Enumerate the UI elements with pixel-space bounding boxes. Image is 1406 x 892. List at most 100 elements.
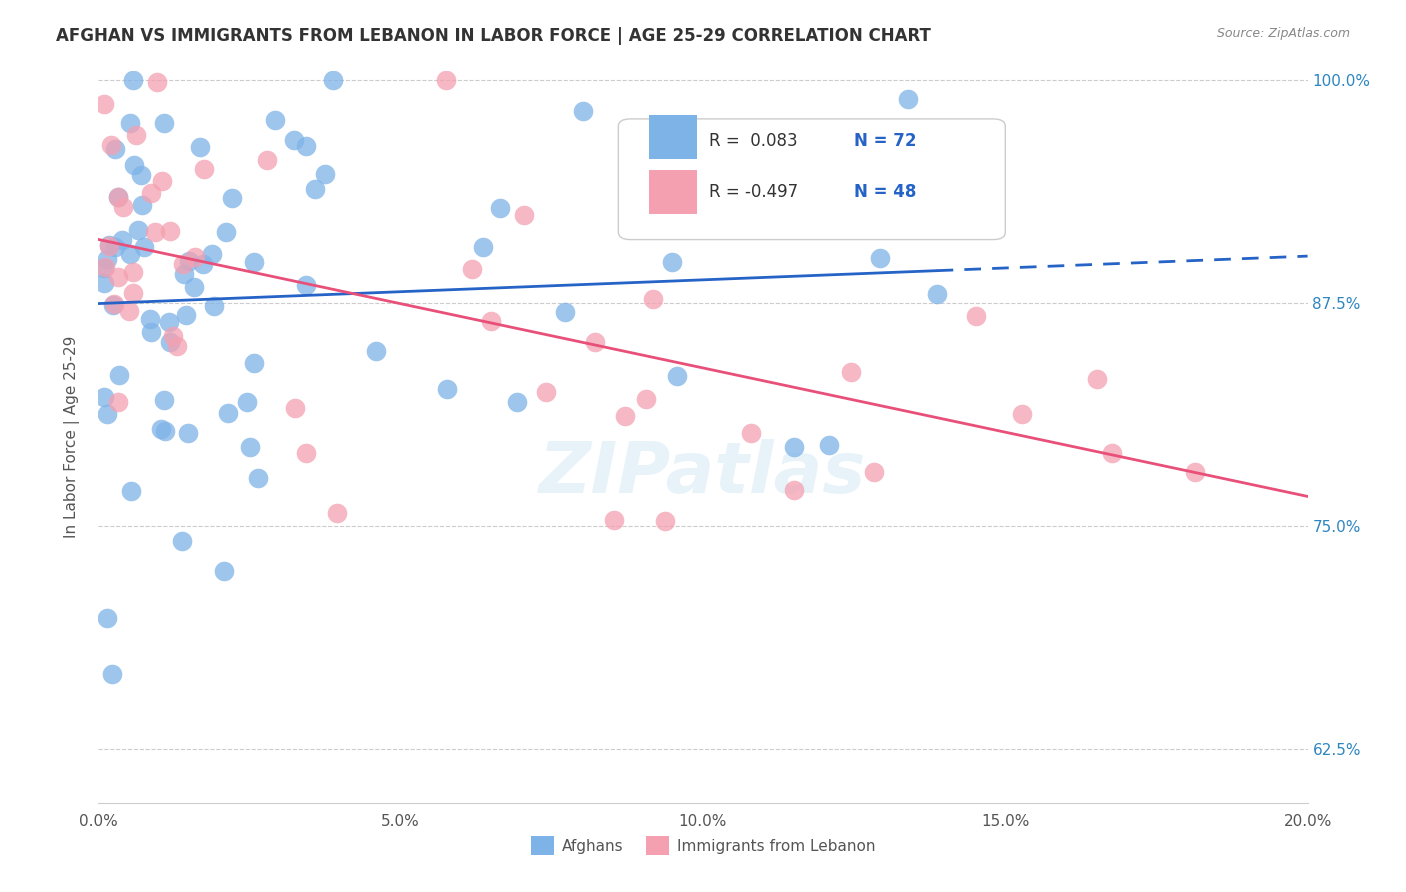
Point [155, 424, 177, 438]
Point [634, 392, 657, 406]
Point [96, 611, 118, 625]
Point [965, 309, 987, 323]
Point [98, 237, 121, 252]
Point [284, 401, 307, 416]
Point [614, 409, 637, 423]
Point [897, 92, 920, 106]
Point [98, 239, 121, 253]
Point [247, 471, 270, 485]
Point [193, 161, 215, 176]
Point [461, 261, 484, 276]
FancyBboxPatch shape [619, 119, 1005, 240]
Point [818, 438, 841, 452]
Point [513, 207, 536, 221]
Point [201, 247, 224, 261]
Point [125, 128, 148, 143]
Point [111, 200, 134, 214]
Point [554, 304, 576, 318]
Point [256, 153, 278, 167]
Point [179, 253, 201, 268]
Point [152, 393, 174, 408]
Point [103, 297, 125, 311]
Point [641, 292, 664, 306]
Point [1101, 446, 1123, 460]
Point [1011, 407, 1033, 421]
Point [145, 225, 167, 239]
Point [104, 240, 127, 254]
Point [159, 224, 181, 238]
Point [107, 395, 129, 409]
Point [221, 191, 243, 205]
Point [295, 445, 318, 459]
Point [783, 440, 806, 454]
Point [96, 407, 118, 421]
Point [129, 168, 152, 182]
Point [103, 298, 125, 312]
Point [150, 422, 173, 436]
Text: AFGHAN VS IMMIGRANTS FROM LEBANON IN LABOR FORCE | AGE 25-29 CORRELATION CHART: AFGHAN VS IMMIGRANTS FROM LEBANON IN LAB… [56, 27, 931, 45]
Point [159, 334, 181, 349]
Point [170, 534, 193, 549]
Point [120, 483, 142, 498]
Point [131, 198, 153, 212]
Point [101, 667, 124, 681]
Text: R =  0.083: R = 0.083 [709, 132, 797, 150]
Point [841, 365, 863, 379]
Point [243, 356, 266, 370]
Text: N = 72: N = 72 [855, 132, 917, 150]
Point [172, 257, 194, 271]
Point [242, 255, 264, 269]
Point [107, 189, 129, 203]
Point [93, 276, 115, 290]
Point [122, 265, 145, 279]
Point [157, 315, 180, 329]
Point [107, 368, 129, 382]
Point [239, 440, 262, 454]
Point [869, 251, 891, 265]
Point [1085, 372, 1108, 386]
Point [146, 75, 169, 89]
Point [314, 168, 336, 182]
Point [661, 255, 683, 269]
Point [94, 260, 117, 274]
Point [217, 406, 239, 420]
Point [184, 250, 207, 264]
Point [166, 339, 188, 353]
Point [183, 280, 205, 294]
Point [295, 278, 318, 293]
Point [471, 240, 494, 254]
Point [479, 314, 502, 328]
Point [96, 252, 118, 266]
Y-axis label: In Labor Force | Age 25-29: In Labor Force | Age 25-29 [63, 336, 80, 538]
Point [322, 73, 344, 87]
Point [132, 240, 155, 254]
Point [624, 214, 647, 228]
Point [127, 222, 149, 236]
Point [173, 267, 195, 281]
Point [366, 343, 388, 358]
Point [925, 287, 948, 301]
Point [93, 260, 115, 275]
Legend: Afghans, Immigrants from Lebanon: Afghans, Immigrants from Lebanon [524, 830, 882, 861]
Point [326, 506, 349, 520]
Point [1184, 465, 1206, 479]
Point [93, 96, 115, 111]
Point [283, 133, 305, 147]
Point [188, 140, 211, 154]
Point [141, 186, 163, 200]
Point [603, 513, 626, 527]
Point [162, 329, 184, 343]
Point [104, 142, 127, 156]
Point [122, 73, 145, 87]
Point [139, 311, 162, 326]
Point [174, 308, 197, 322]
Point [118, 303, 141, 318]
Point [762, 221, 785, 235]
Bar [648, 170, 697, 214]
Point [862, 465, 884, 479]
Point [118, 116, 141, 130]
Point [295, 139, 318, 153]
Point [141, 325, 163, 339]
Text: Source: ZipAtlas.com: Source: ZipAtlas.com [1216, 27, 1350, 40]
Point [100, 138, 122, 153]
